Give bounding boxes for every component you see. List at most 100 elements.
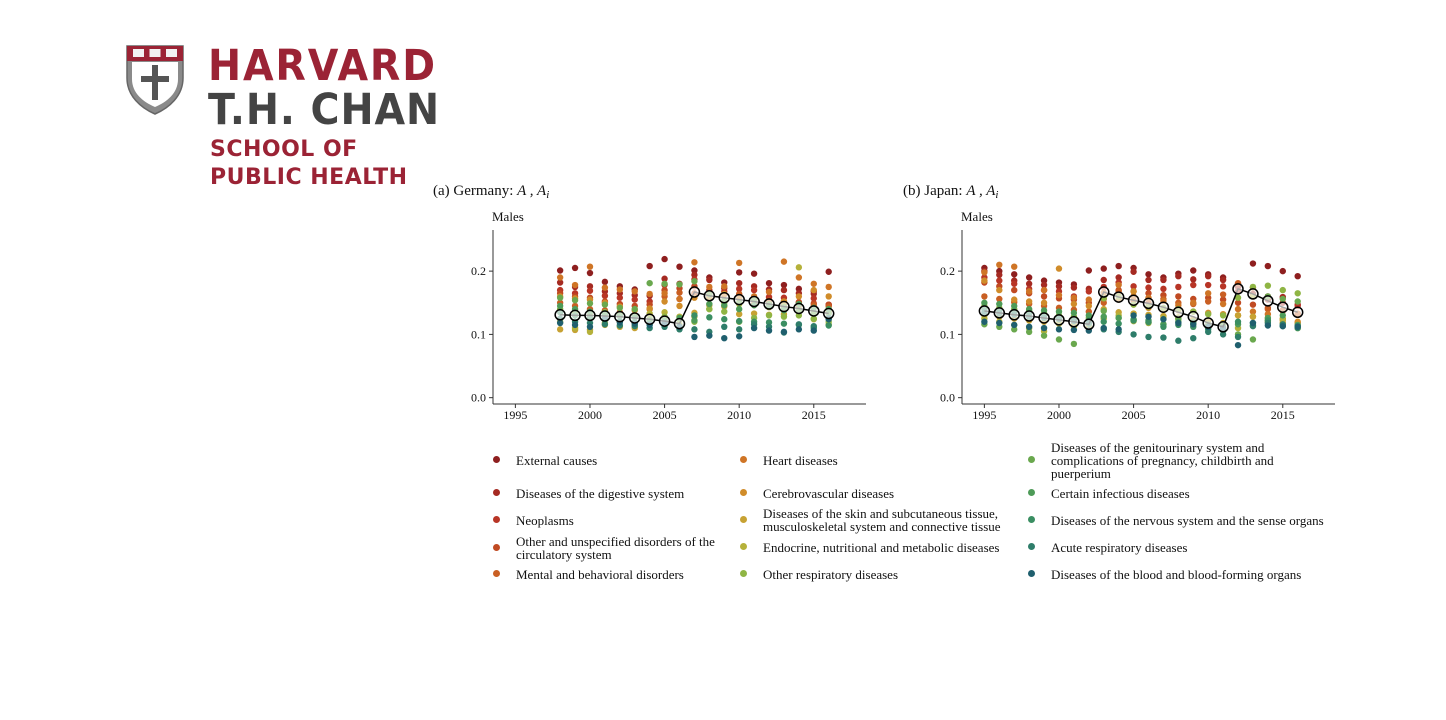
logo-line-chan: T.H. CHAN <box>208 85 441 135</box>
cause-point <box>1130 317 1137 324</box>
legend-dot <box>493 570 500 577</box>
cause-point <box>1160 323 1167 331</box>
cause-point <box>780 313 788 320</box>
cause-point <box>691 326 698 333</box>
cause-point <box>556 319 564 327</box>
aggregate-point <box>1008 309 1020 321</box>
cause-point <box>1219 300 1227 308</box>
cause-point <box>996 300 1003 308</box>
cause-point <box>586 269 594 277</box>
x-tick-label: 2010 <box>727 408 751 422</box>
cause-point <box>996 271 1003 279</box>
cause-point <box>1011 286 1018 294</box>
cause-point <box>706 276 713 284</box>
aggregate-point <box>1068 315 1080 328</box>
cause-point <box>1040 332 1048 339</box>
cause-point <box>1011 271 1018 278</box>
cause-point <box>1264 322 1272 329</box>
cause-point <box>1100 324 1107 332</box>
cause-point <box>1055 308 1063 315</box>
legend-dot <box>493 456 500 463</box>
legend-dot <box>1028 543 1035 550</box>
cause-point <box>1190 334 1197 342</box>
cause-point <box>1204 310 1212 318</box>
cause-point <box>706 314 713 321</box>
cause-point <box>556 294 564 301</box>
cause-point <box>1100 318 1107 325</box>
cause-point <box>586 323 594 331</box>
cause-point <box>1279 312 1286 319</box>
cause-point <box>586 300 594 307</box>
cause-point <box>1115 262 1122 270</box>
cause-point <box>631 296 638 303</box>
cause-point <box>721 334 728 342</box>
cause-point <box>1011 263 1018 270</box>
cause-point <box>631 288 638 295</box>
x-tick-label: 2005 <box>653 408 677 422</box>
cause-point <box>601 292 609 300</box>
cause-point <box>1100 299 1107 306</box>
cause-point <box>1249 336 1257 343</box>
cause-point <box>1160 316 1167 323</box>
legend-label: Endocrine, nutritional and metabolic dis… <box>763 539 1000 555</box>
cause-point <box>735 285 743 293</box>
cause-point <box>1040 293 1048 300</box>
cause-point <box>661 309 668 316</box>
cause-point <box>1055 291 1063 299</box>
aggregate-point <box>658 315 671 327</box>
cause-point <box>1204 298 1212 305</box>
cause-point <box>1130 312 1137 319</box>
legend-item: Mental and behavioral disorders <box>485 563 740 587</box>
aggregate-point <box>793 302 805 315</box>
aggregate-point <box>1247 288 1259 300</box>
y-tick-label: 0.0 <box>471 391 486 405</box>
cause-point <box>1025 328 1033 336</box>
cause-point <box>735 279 743 287</box>
cause-point <box>765 279 773 287</box>
cause-point <box>661 280 668 287</box>
logo-line-public-health: PUBLIC HEALTH <box>210 165 408 190</box>
cause-point <box>1085 267 1093 274</box>
y-tick-label: 0.2 <box>940 264 955 278</box>
cause-point <box>795 321 803 328</box>
aggregate-point <box>1217 321 1229 333</box>
aggregate-point <box>1112 291 1125 303</box>
cause-point <box>571 321 579 329</box>
chart-title: (b) Japan: A , Ai <box>903 183 998 201</box>
cause-point <box>1040 299 1048 306</box>
cause-point <box>706 283 713 291</box>
cause-point <box>586 328 594 336</box>
legend-dot <box>740 570 747 577</box>
aggregate-point <box>778 300 790 313</box>
cause-point <box>735 269 743 276</box>
x-tick-label: 2015 <box>1271 408 1295 422</box>
cause-point <box>1100 265 1107 272</box>
aggregate-point <box>733 293 745 306</box>
cause-point <box>1145 290 1152 297</box>
cause-point <box>601 278 609 286</box>
cause-point <box>750 310 758 317</box>
cause-point <box>795 264 803 271</box>
legend-dot <box>1028 516 1035 523</box>
cause-point <box>1100 307 1107 315</box>
cause-point <box>1025 280 1033 287</box>
cause-point <box>691 333 698 341</box>
cause-point <box>996 277 1003 284</box>
cause-point <box>676 289 683 296</box>
title-subscript: i <box>546 189 549 201</box>
cause-point <box>735 310 743 318</box>
cause-point <box>825 322 832 329</box>
cause-point <box>1249 319 1257 327</box>
cause-point <box>1190 321 1197 328</box>
cause-point <box>1070 294 1078 301</box>
aggregate-point <box>1202 317 1214 329</box>
cause-point <box>691 317 698 324</box>
aggregate-point <box>1157 301 1170 313</box>
aggregate-point <box>688 286 701 298</box>
legend-dot <box>1028 570 1035 577</box>
cause-point <box>1011 302 1018 310</box>
legend-dot <box>493 544 500 551</box>
panel-country: Japan: <box>924 183 966 199</box>
cause-point <box>1294 290 1301 297</box>
cause-point <box>1145 276 1152 284</box>
